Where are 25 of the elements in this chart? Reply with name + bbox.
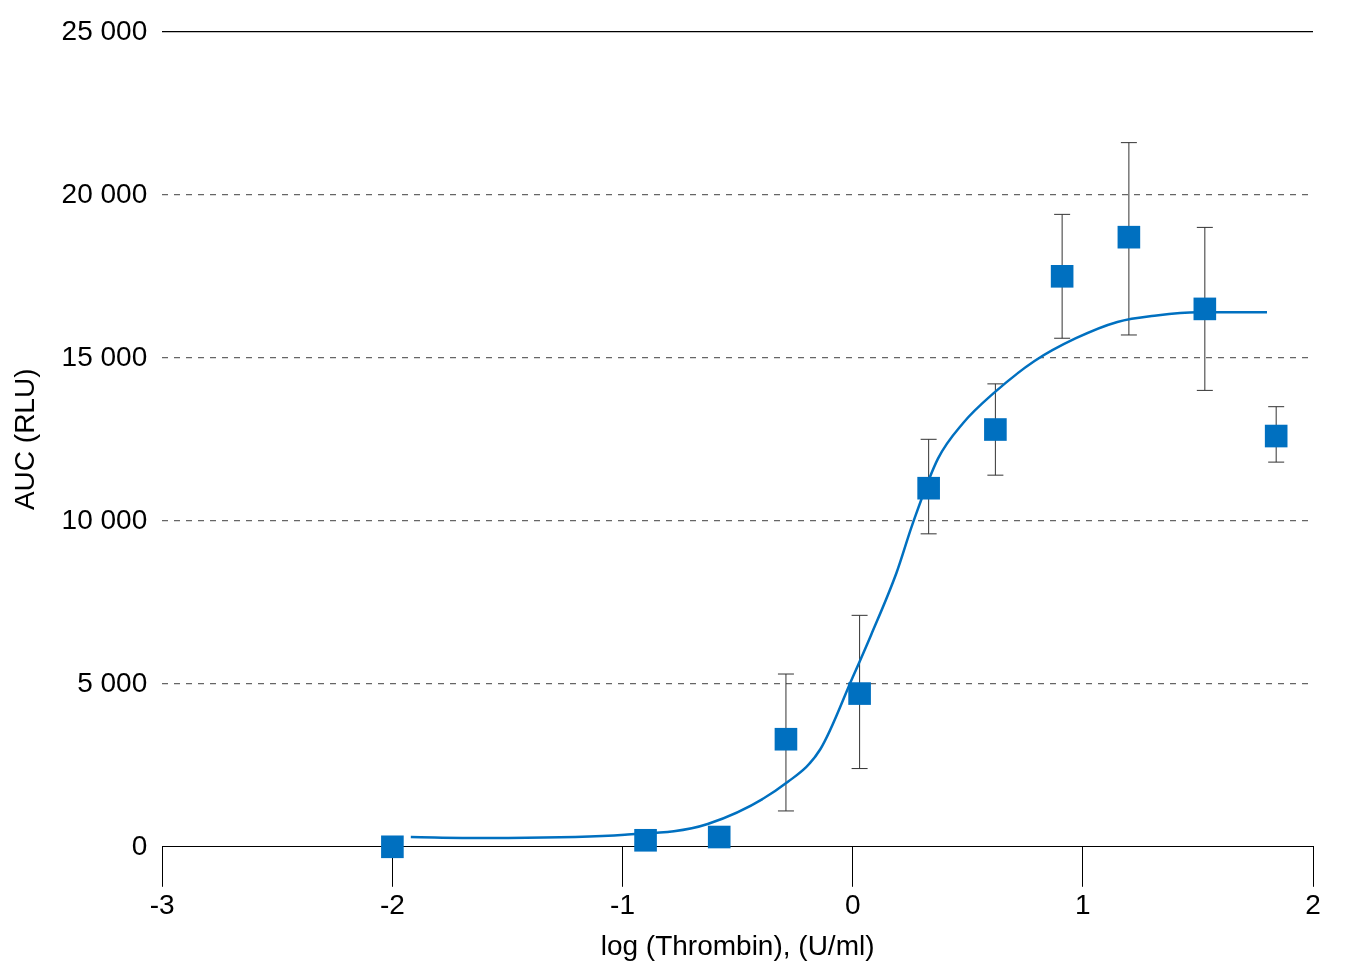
x-tick-label: -2 (379, 889, 405, 921)
x-tick-label: 0 (844, 889, 861, 921)
y-tick-label: 10 000 (61, 503, 148, 535)
point (774, 727, 798, 751)
point (848, 682, 871, 705)
point (917, 476, 940, 500)
point (381, 835, 404, 859)
point (634, 828, 657, 852)
y-tick-label: 5 000 (77, 666, 148, 698)
y-tick-label: 15 000 (61, 340, 148, 372)
y-tick-label: 20 000 (61, 177, 148, 209)
point (1117, 225, 1141, 249)
point (707, 825, 731, 849)
x-tick-label: -3 (149, 889, 175, 921)
y-axis-title: AUC (RLU) (8, 368, 40, 511)
point (1050, 264, 1074, 288)
x-tick-label: 1 (1075, 889, 1091, 921)
y-tick-label: 25 000 (61, 14, 148, 46)
point (984, 418, 1007, 441)
y-tick-label: 0 (131, 829, 148, 861)
x-tick-label: 2 (1305, 889, 1321, 921)
point (1264, 424, 1288, 448)
point (1193, 297, 1217, 321)
x-axis-title: log (Thrombin), (U/ml) (600, 929, 875, 961)
x-tick-label: -1 (610, 889, 635, 921)
